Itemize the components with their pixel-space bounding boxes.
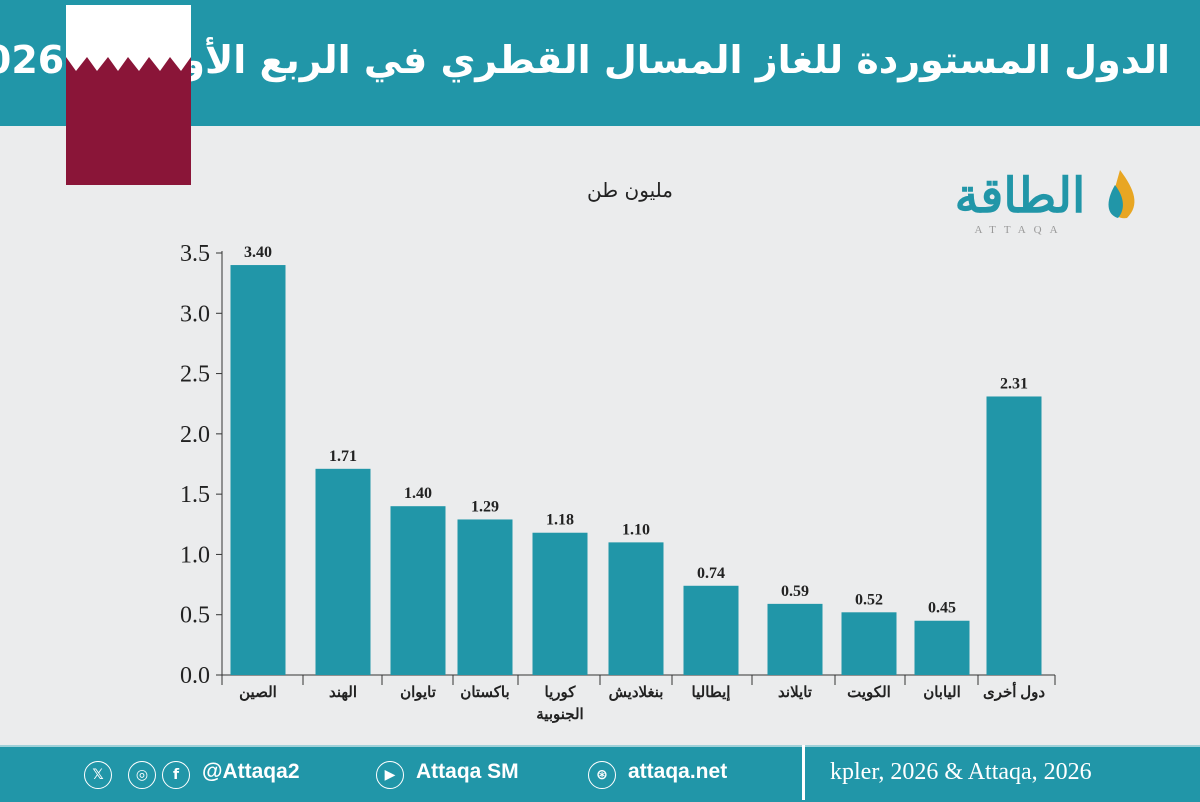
- attaqa-logo: الطاقة ATTAQA: [935, 160, 1145, 240]
- category-label: تايلاند: [778, 685, 812, 701]
- footer: 𝕏 ◎ f @Attaqa2 ▶ Attaqa SM ⊛ attaqa.net …: [0, 745, 1200, 802]
- bar: [767, 603, 823, 675]
- category-label: الكويت: [847, 685, 891, 701]
- bar: [230, 265, 286, 675]
- category-label: دول أخرى: [983, 681, 1045, 701]
- bar: [315, 468, 371, 675]
- data-label: 3.40: [244, 244, 272, 261]
- header: الدول المستوردة للغاز المسال القطري في ا…: [0, 0, 1200, 126]
- y-tick-label: 0.5: [180, 603, 210, 629]
- bar: [608, 542, 664, 675]
- globe-icon[interactable]: ⊛: [588, 761, 616, 789]
- data-label: 1.29: [471, 498, 499, 515]
- youtube-icon[interactable]: ▶: [376, 761, 404, 789]
- category-label: الهند: [329, 685, 357, 701]
- y-tick-label: 1.5: [180, 482, 210, 508]
- bar: [532, 532, 588, 675]
- youtube-channel[interactable]: Attaqa SM: [416, 760, 519, 783]
- category-label: تايوان: [400, 685, 436, 701]
- x-icon[interactable]: 𝕏: [84, 761, 112, 789]
- category-label: باكستان: [460, 685, 509, 701]
- data-label: 0.74: [697, 565, 725, 582]
- website-link[interactable]: attaqa.net: [628, 760, 728, 783]
- data-label: 1.10: [622, 521, 650, 538]
- data-label: 1.40: [404, 485, 432, 502]
- source-text: kpler, 2026 & Attaqa, 2026: [830, 759, 1092, 785]
- bar: [841, 612, 897, 675]
- y-tick-label: 3.5: [180, 241, 210, 267]
- qatar-flag: [66, 5, 191, 185]
- y-tick-label: 3.0: [180, 301, 210, 327]
- category-label: بنغلاديش: [609, 685, 664, 701]
- y-tick-label: 0.0: [180, 663, 210, 689]
- y-tick-label: 2.0: [180, 422, 210, 448]
- data-label: 0.52: [855, 591, 883, 608]
- category-label: الصين: [239, 685, 277, 701]
- bar: [457, 519, 513, 675]
- category-label: اليابان: [923, 685, 961, 701]
- bar: [986, 396, 1042, 675]
- bar: [390, 506, 446, 675]
- data-label: 1.71: [329, 448, 357, 465]
- bar: [914, 620, 970, 675]
- y-tick-label: 2.5: [180, 362, 210, 388]
- data-label: 0.45: [928, 600, 956, 617]
- facebook-icon[interactable]: f: [162, 761, 190, 789]
- page-title: الدول المستوردة للغاز المسال القطري في ا…: [0, 38, 1170, 82]
- social-handle[interactable]: @Attaqa2: [202, 760, 300, 783]
- category-label: كوريا الجنوبية: [536, 685, 583, 723]
- svg-text:الطاقة: الطاقة: [955, 170, 1086, 223]
- y-tick-label: 1.0: [180, 542, 210, 568]
- instagram-icon[interactable]: ◎: [128, 761, 156, 789]
- y-axis-unit: مليون طن: [587, 178, 673, 202]
- bar: [683, 585, 739, 675]
- data-label: 1.18: [546, 512, 574, 529]
- footer-divider: [802, 745, 805, 800]
- svg-text:ATTAQA: ATTAQA: [974, 224, 1065, 236]
- data-label: 0.59: [781, 583, 809, 600]
- data-label: 2.31: [1000, 375, 1028, 392]
- category-label: إيطاليا: [692, 685, 731, 701]
